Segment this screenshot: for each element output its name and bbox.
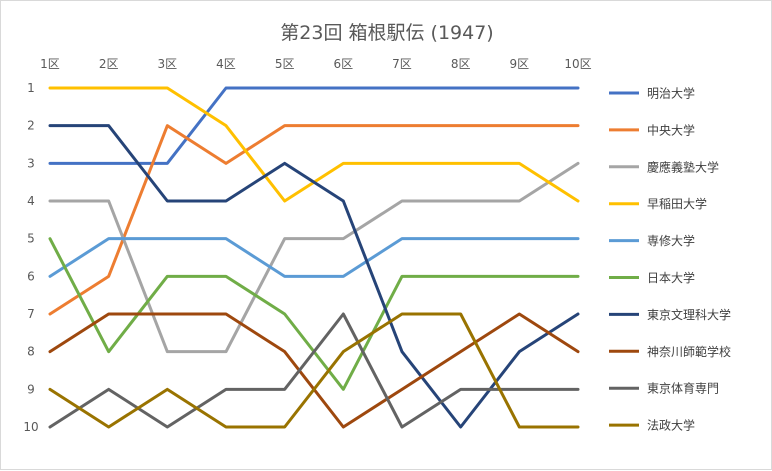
y-tick-label: 6	[27, 269, 35, 283]
y-tick-label: 2	[27, 119, 35, 133]
y-tick-label: 7	[27, 307, 35, 321]
x-tick-label: 9区	[510, 57, 530, 71]
legend: 明治大学中央大学慶應義塾大学早稲田大学専修大学日本大学東京文理科大学神奈川師範学…	[609, 86, 731, 433]
legend-label: 明治大学	[647, 86, 695, 101]
x-tick-label: 6区	[334, 57, 354, 71]
y-tick-label: 4	[27, 194, 35, 208]
x-tick-label: 2区	[99, 57, 119, 71]
y-tick-label: 8	[27, 345, 35, 359]
series-line	[48, 312, 580, 429]
x-tick-label: 8区	[451, 57, 471, 71]
legend-label: 専修大学	[647, 233, 695, 248]
series-line	[48, 312, 580, 429]
series-line	[48, 161, 580, 354]
series-line	[48, 124, 580, 316]
x-tick-label: 1区	[40, 57, 60, 71]
legend-label: 神奈川師範学校	[647, 344, 731, 359]
legend-label: 法政大学	[647, 418, 695, 433]
y-tick-label: 1	[27, 81, 35, 95]
series-line	[48, 237, 580, 278]
series-line	[48, 312, 580, 429]
y-tick-label: 5	[27, 232, 35, 246]
x-tick-label: 4区	[216, 57, 236, 71]
y-tick-label: 10	[23, 420, 38, 434]
legend-label: 早稲田大学	[647, 196, 707, 211]
series-lines	[48, 86, 580, 429]
x-tick-label: 5区	[275, 57, 295, 71]
x-tick-label: 10区	[564, 57, 591, 71]
series-line	[48, 86, 580, 203]
y-tick-label: 9	[27, 382, 35, 396]
x-axis-ticks: 1区 2区 3区 4区 5区 6区 7区 8区 9区 10区	[40, 57, 591, 71]
y-tick-label: 3	[27, 156, 35, 170]
x-tick-label: 3区	[158, 57, 178, 71]
chart-title: 第23回 箱根駅伝 (1947)	[280, 22, 493, 44]
legend-label: 慶應義塾大学	[647, 159, 719, 174]
x-tick-label: 7区	[392, 57, 412, 71]
y-axis-ticks: 1 2 3 4 5 6 7 8 9 10	[23, 81, 38, 434]
legend-label: 中央大学	[647, 122, 695, 137]
legend-label: 東京体育専門	[647, 381, 719, 396]
legend-label: 日本大学	[647, 270, 695, 285]
legend-label: 東京文理科大学	[647, 307, 731, 322]
